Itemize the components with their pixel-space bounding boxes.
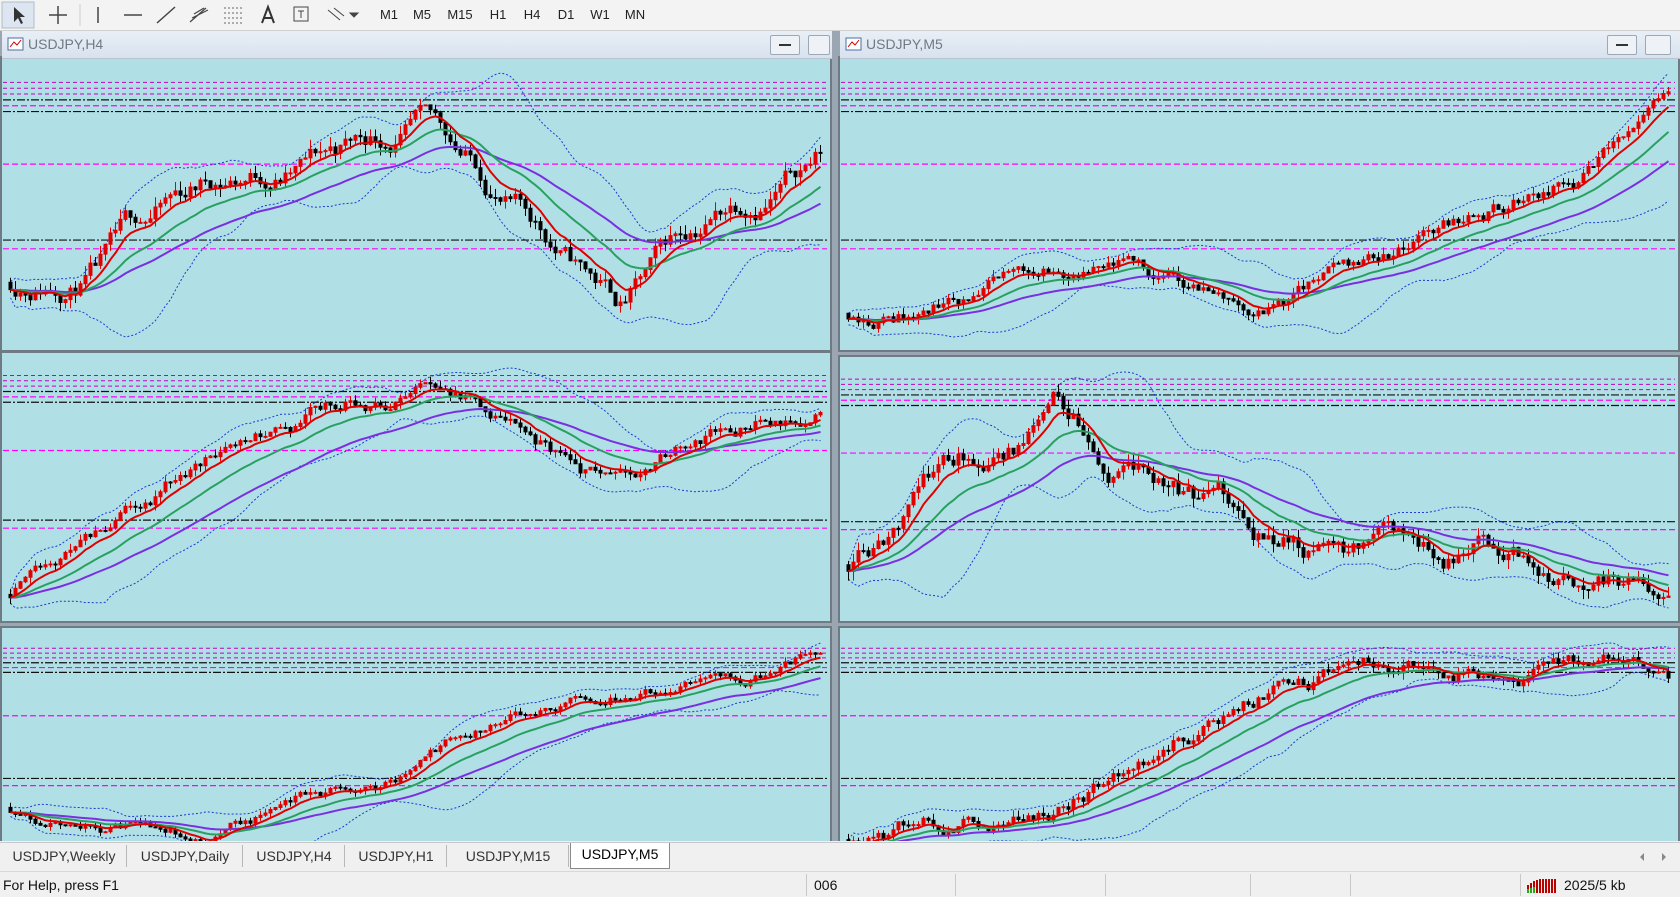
window-icon bbox=[7, 37, 24, 51]
timeframe-button[interactable]: M15 bbox=[447, 7, 473, 22]
separator bbox=[955, 874, 956, 896]
chart-tab[interactable]: USDJPY,H1 bbox=[346, 845, 447, 867]
window-icon bbox=[845, 37, 862, 51]
moving-average bbox=[895, 666, 1669, 841]
chart-pane[interactable] bbox=[0, 626, 832, 841]
moving-average bbox=[848, 454, 1669, 577]
moving-average bbox=[10, 677, 821, 831]
trendline-tool[interactable] bbox=[156, 6, 176, 24]
timeframe-button[interactable]: W1 bbox=[590, 7, 610, 22]
up-candles bbox=[18, 98, 818, 313]
window-title: USDJPY,H4 bbox=[28, 36, 104, 52]
toolbar: M1 M5 M15 H1 H4 D1 W1 MN bbox=[0, 0, 1680, 31]
chart-tab[interactable]: USDJPY,H4 bbox=[244, 845, 345, 867]
crosshair-tool[interactable] bbox=[49, 6, 67, 24]
moving-average bbox=[848, 411, 1669, 593]
minimize-button[interactable] bbox=[770, 35, 800, 55]
timeframe-button[interactable]: H1 bbox=[489, 7, 507, 22]
moving-average bbox=[884, 661, 1669, 841]
separator bbox=[79, 4, 81, 26]
moving-average bbox=[848, 429, 1669, 587]
bollinger-band bbox=[848, 371, 1669, 566]
timeframe-button[interactable]: M1 bbox=[379, 7, 399, 22]
timeframe-button[interactable]: M5 bbox=[412, 7, 432, 22]
charts bbox=[0, 56, 1680, 841]
cursor-icon bbox=[14, 7, 25, 24]
bollinger-band bbox=[848, 200, 1669, 338]
label-icon bbox=[298, 10, 304, 18]
drawing-tools bbox=[1, 1, 360, 29]
separator bbox=[1105, 874, 1106, 896]
moving-average bbox=[848, 160, 1670, 322]
bollinger-band bbox=[10, 415, 821, 609]
window-title-bar[interactable]: USDJPY,H4 bbox=[2, 31, 832, 59]
window-title: USDJPY,M5 bbox=[866, 36, 943, 52]
fibo-tool[interactable] bbox=[224, 7, 244, 24]
bollinger-band bbox=[10, 689, 821, 841]
status-bar: For Help, press F1 006 2025/5 kb bbox=[0, 871, 1680, 897]
moving-average bbox=[10, 395, 821, 599]
moving-average bbox=[10, 407, 821, 599]
minimize-button[interactable] bbox=[1607, 35, 1637, 55]
chart-tab[interactable]: USDJPY,Weekly bbox=[2, 845, 127, 867]
moving-average bbox=[10, 145, 821, 294]
bollinger-band bbox=[986, 671, 1669, 841]
tab-scroll[interactable] bbox=[1634, 847, 1674, 867]
down-candles bbox=[8, 376, 803, 605]
profile-name: 006 bbox=[814, 877, 838, 893]
moving-average bbox=[848, 106, 1670, 324]
channel-tool[interactable] bbox=[189, 7, 209, 23]
separator bbox=[806, 874, 807, 896]
chart-tabs: USDJPY,Weekly USDJPY,Daily USDJPY,H4 USDJPY… bbox=[0, 842, 1680, 870]
label-tool[interactable] bbox=[293, 6, 309, 22]
restore-button[interactable] bbox=[1645, 35, 1671, 55]
chart-tab[interactable]: USDJPY,M15 bbox=[448, 845, 569, 867]
moving-average bbox=[10, 388, 821, 599]
bollinger-band bbox=[848, 72, 1669, 314]
connection-indicator bbox=[1527, 879, 1556, 893]
help-text: For Help, press F1 bbox=[3, 877, 119, 893]
chart-pane[interactable] bbox=[0, 56, 832, 352]
timeframe-button[interactable]: D1 bbox=[557, 7, 575, 22]
chart-tab[interactable]: USDJPY,Daily bbox=[128, 845, 243, 867]
chart-tab[interactable]: USDJPY,M5 bbox=[570, 843, 670, 869]
window-title-bar[interactable]: USDJPY,M5 bbox=[840, 31, 1680, 59]
arrows-tool[interactable] bbox=[327, 7, 360, 21]
traffic-text: 2025/5 kb bbox=[1564, 877, 1626, 893]
timeframe-button[interactable]: H4 bbox=[523, 7, 541, 22]
bollinger-band bbox=[10, 166, 821, 338]
text-tool[interactable] bbox=[261, 4, 275, 24]
moving-average bbox=[848, 131, 1670, 322]
maximize-button[interactable] bbox=[808, 35, 830, 55]
separator bbox=[1250, 874, 1251, 896]
chart-workspace: USDJPY,H4 USDJPY,M5 bbox=[0, 31, 1680, 841]
separator bbox=[1520, 874, 1521, 896]
moving-average bbox=[10, 128, 822, 295]
moving-average bbox=[870, 658, 1669, 841]
timeframe-button[interactable]: MN bbox=[624, 7, 646, 22]
separator bbox=[1350, 874, 1351, 896]
moving-average bbox=[10, 115, 822, 298]
moving-average bbox=[10, 656, 821, 841]
